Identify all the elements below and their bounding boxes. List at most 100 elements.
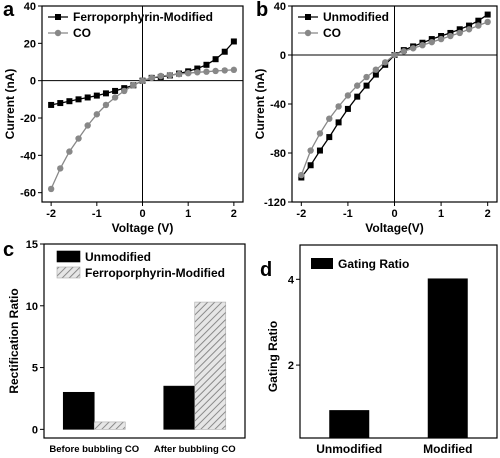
legend-label: CO: [323, 26, 341, 40]
data-point: [212, 67, 219, 75]
x-tick-label: -1: [343, 208, 353, 220]
data-point: [75, 135, 82, 142]
data-point: [344, 92, 352, 99]
legend-marker: [54, 29, 62, 37]
y-tick-label: -60: [20, 188, 36, 200]
x-tick-label: -2: [296, 208, 306, 220]
bar: [329, 410, 370, 438]
data-point: [203, 61, 210, 68]
y-tick-label: -80: [270, 148, 286, 160]
data-point: [230, 38, 237, 45]
data-point: [175, 70, 183, 78]
data-point: [372, 66, 380, 73]
data-point: [307, 147, 314, 154]
x-tick-label: 2: [231, 208, 237, 220]
data-point: [335, 119, 342, 126]
data-point: [139, 77, 146, 84]
legend-marker: [305, 14, 311, 20]
y-tick-label: 2: [288, 360, 294, 372]
data-point: [57, 165, 64, 172]
data-point: [47, 185, 55, 193]
data-point: [400, 48, 408, 55]
data-point: [102, 101, 110, 109]
data-point: [184, 70, 192, 77]
data-point: [112, 87, 119, 94]
data-point: [230, 66, 238, 74]
data-point: [447, 32, 454, 40]
data-point: [465, 26, 473, 33]
y-axis-title: Gating Ratio: [266, 321, 280, 392]
data-point: [372, 71, 379, 78]
legend-label: CO: [73, 26, 91, 40]
data-point: [48, 101, 55, 108]
x-tick-label: -1: [92, 208, 102, 220]
legend-label: Gating Ratio: [338, 257, 409, 271]
data-point: [66, 148, 73, 155]
data-point: [409, 45, 417, 52]
y-tick-label: 0: [30, 76, 36, 88]
category-label: Unmodified: [316, 442, 382, 456]
data-point: [391, 51, 398, 59]
data-point: [335, 103, 342, 110]
panel-d-label: d: [260, 259, 272, 281]
panel-a-label: a: [3, 0, 15, 21]
data-point: [326, 134, 333, 141]
legend-label: Ferroporphyrin-Modified: [85, 266, 225, 280]
data-point: [484, 11, 491, 18]
category-label: Before bubbling CO: [49, 444, 139, 455]
data-point: [363, 82, 370, 89]
x-axis-title: Voltage(V): [365, 221, 423, 235]
data-point: [148, 74, 155, 82]
data-point: [326, 115, 333, 122]
data-point: [111, 94, 119, 101]
data-point: [203, 68, 210, 75]
bar: [427, 278, 468, 438]
data-point: [93, 111, 101, 118]
data-point: [221, 48, 228, 55]
data-point: [102, 90, 109, 97]
data-point: [194, 65, 201, 72]
legend-marker: [55, 14, 61, 20]
legend-label: Unmodified: [85, 250, 151, 264]
data-point: [307, 162, 314, 169]
category-label: Modified: [423, 442, 472, 456]
legend-marker: [304, 29, 312, 37]
x-axis-title: Voltage (V): [112, 221, 174, 235]
legend-swatch: [56, 266, 81, 279]
data-point: [57, 100, 64, 107]
plot-frame-c: [43, 243, 246, 439]
data-point: [354, 82, 361, 89]
bar: [163, 385, 196, 430]
category-label: After bubbling CO: [154, 444, 236, 455]
data-point: [66, 98, 73, 105]
y-tick-label: 0: [280, 50, 286, 62]
y-tick-label: 20: [24, 38, 36, 50]
data-point: [93, 92, 100, 99]
x-tick-label: 1: [438, 208, 444, 220]
legend-swatch: [56, 250, 81, 263]
data-point: [456, 26, 463, 33]
y-tick-label: 40: [24, 1, 36, 13]
data-point: [84, 122, 91, 129]
data-point: [428, 38, 435, 46]
data-point: [221, 67, 228, 74]
data-point: [484, 18, 491, 26]
y-tick-label: -20: [20, 113, 36, 125]
x-tick-label: 1: [185, 208, 191, 220]
y-tick-label: 40: [274, 1, 286, 13]
y-tick-label: 10: [26, 301, 38, 313]
y-axis-title: Current (nA): [253, 69, 267, 140]
y-tick-label: -120: [264, 197, 286, 209]
bar: [194, 301, 227, 430]
data-point: [130, 82, 137, 89]
panel-c-label: c: [3, 239, 14, 261]
data-point: [381, 59, 389, 66]
data-point: [456, 29, 463, 37]
data-point: [466, 22, 473, 29]
y-tick-label: 0: [32, 424, 38, 436]
y-axis-title: Current (nA): [3, 69, 17, 140]
data-point: [298, 171, 305, 179]
data-point: [121, 87, 128, 95]
data-point: [194, 69, 201, 76]
